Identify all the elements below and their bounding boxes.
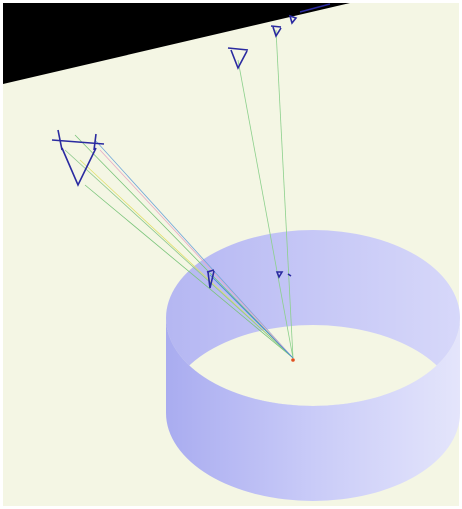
camera-far: [270, 3, 331, 38]
sky: [3, 3, 350, 84]
ring-exterior: [166, 318, 460, 501]
ring-interior: [166, 230, 460, 406]
camera-mid: [227, 47, 249, 70]
camera-inner: [206, 269, 215, 289]
camera-inner-far: [275, 271, 292, 279]
sight-lines: [64, 29, 294, 359]
cameras: [51, 3, 331, 289]
camera-large: [51, 129, 105, 187]
target-point: [291, 358, 295, 362]
